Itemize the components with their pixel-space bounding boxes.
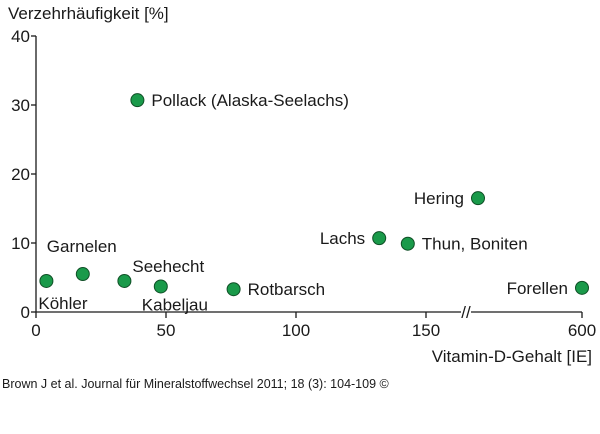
- y-tick-label: 30: [11, 96, 30, 115]
- x-ticks: 0 50 100 150 600: [31, 312, 596, 340]
- y-tick-label: 40: [11, 27, 30, 46]
- data-point: [471, 191, 485, 206]
- data-points: Köhler Garnelen Seehecht Kabeljau Pollack (A…: [38, 91, 589, 314]
- source-citation: Brown J et al. Journal für Mineralstoffw…: [2, 377, 389, 391]
- data-point: [153, 279, 168, 294]
- y-tick-label: 10: [11, 234, 30, 253]
- data-point: [117, 273, 132, 288]
- scatter-chart: Verzehrhäufigkeit [%] Vitamin-D-Gehalt […: [8, 4, 596, 366]
- data-point: [575, 280, 589, 295]
- y-ticks: 0 10 20 30 40: [11, 27, 36, 322]
- y-tick-label: 0: [21, 303, 30, 322]
- data-point-label: Pollack (Alaska-Seelachs): [151, 91, 348, 110]
- data-point-label: Forellen: [507, 279, 568, 298]
- data-point-label: Hering: [414, 189, 464, 208]
- data-point-label: Köhler: [38, 294, 87, 313]
- x-tick-label: 50: [157, 321, 176, 340]
- y-axis-label: Verzehrhäufigkeit [%]: [8, 4, 169, 23]
- x-tick-label: 0: [31, 321, 40, 340]
- data-point: [130, 93, 145, 108]
- data-point: [400, 236, 415, 251]
- data-point-label: Seehecht: [132, 257, 204, 276]
- data-point: [75, 267, 90, 282]
- data-point-label: Lachs: [320, 229, 365, 248]
- data-point-label: Thun, Boniten: [422, 235, 528, 254]
- x-axis-break: //: [461, 303, 471, 322]
- y-tick-label: 20: [11, 165, 30, 184]
- data-point: [226, 282, 241, 297]
- data-point-label: Kabeljau: [142, 295, 208, 314]
- data-point-label: Rotbarsch: [248, 280, 325, 299]
- x-axis-label: Vitamin-D-Gehalt [IE]: [432, 347, 592, 366]
- x-tick-label: 100: [282, 321, 310, 340]
- data-point-label: Garnelen: [47, 237, 117, 256]
- axis-break-label: //: [461, 303, 471, 322]
- x-tick-label: 150: [412, 321, 440, 340]
- data-point: [372, 231, 387, 246]
- x-tick-label: 600: [568, 321, 596, 340]
- axis-break-gap: [461, 306, 471, 318]
- data-point: [39, 273, 54, 288]
